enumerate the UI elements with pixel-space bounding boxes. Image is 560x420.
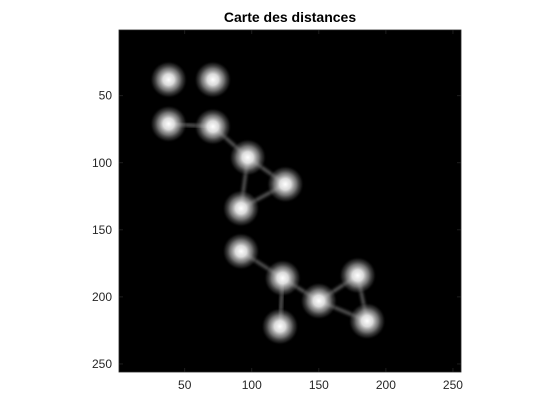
x-tick-label: 50: [178, 378, 192, 392]
distance-node: [338, 256, 377, 295]
distance-node: [194, 60, 232, 99]
y-axis: 50 100 150 200 250: [92, 89, 461, 371]
distance-node: [261, 307, 299, 346]
distance-node: [222, 189, 260, 228]
distance-node: [263, 259, 302, 297]
x-tick-label: 200: [376, 378, 396, 392]
y-tick-label: 250: [92, 357, 112, 371]
x-tick-label: 100: [242, 378, 262, 392]
y-tick-label: 100: [92, 156, 112, 170]
chart-title: Carte des distances: [224, 9, 356, 25]
x-tick-label: 250: [443, 378, 463, 392]
distance-node: [222, 232, 260, 271]
y-tick-label: 150: [92, 223, 112, 237]
distance-node: [266, 165, 305, 204]
distance-nodes: [149, 60, 386, 346]
distance-node: [194, 107, 232, 146]
distance-node: [348, 302, 386, 340]
x-tick-label: 150: [309, 378, 329, 392]
distance-node: [228, 138, 267, 177]
distance-node: [300, 282, 338, 320]
y-tick-label: 50: [99, 89, 113, 103]
axes-frame: [118, 29, 462, 373]
distance-node: [149, 60, 188, 99]
x-axis: 50 100 150 200 250: [178, 30, 463, 392]
y-tick-label: 200: [92, 290, 112, 304]
distance-node: [149, 105, 188, 143]
